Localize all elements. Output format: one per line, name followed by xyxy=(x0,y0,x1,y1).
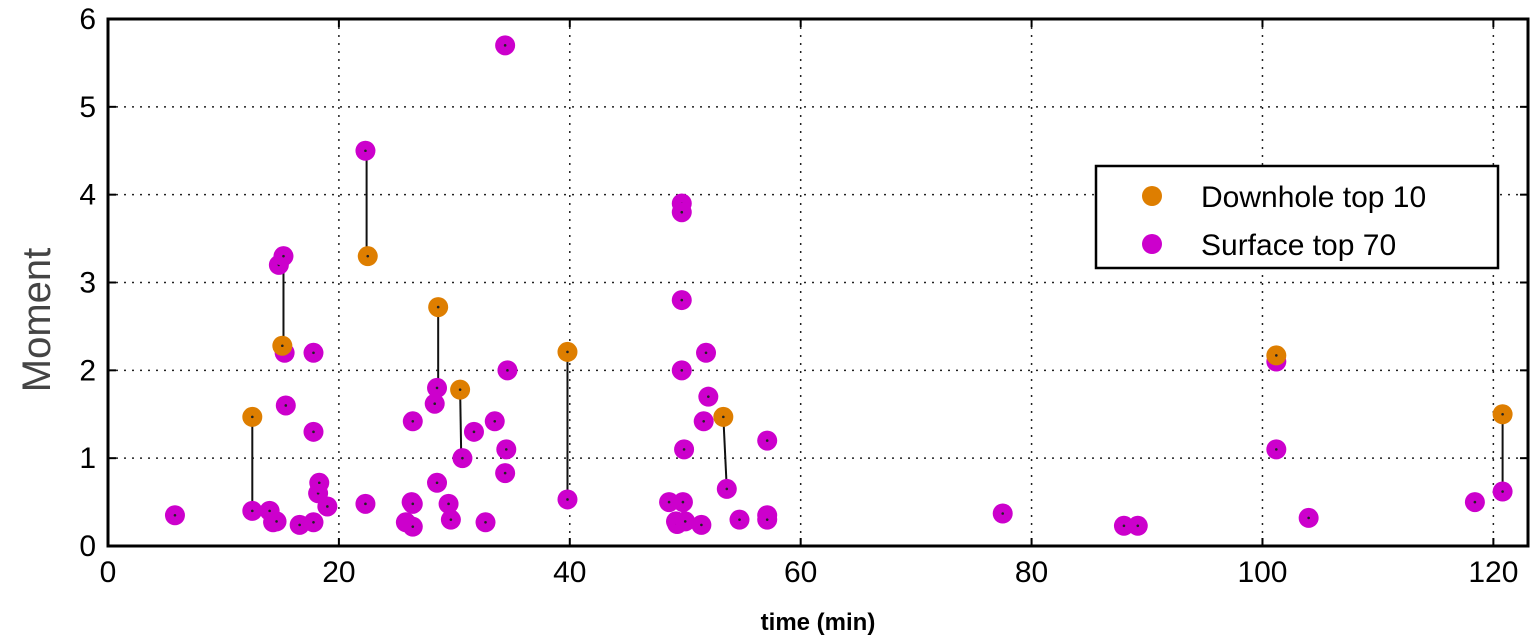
x-tick-label: 100 xyxy=(1237,556,1287,589)
surface-point-center xyxy=(681,500,685,504)
legend-marker xyxy=(1142,186,1162,206)
data-points xyxy=(164,35,1513,537)
surface-point-center xyxy=(682,448,686,451)
surface-point-center xyxy=(765,518,769,521)
downhole-point-center xyxy=(281,344,284,348)
surface-point-center xyxy=(472,430,476,434)
surface-point-center xyxy=(312,430,315,434)
y-axis-label: Moment xyxy=(15,248,59,393)
surface-point-center xyxy=(447,502,450,506)
connector-line xyxy=(459,389,463,459)
y-tick-label: 3 xyxy=(79,267,96,300)
surface-point-center xyxy=(364,502,367,506)
surface-point-center xyxy=(503,44,507,47)
surface-point-center xyxy=(251,509,254,513)
surface-point-center xyxy=(503,471,507,475)
surface-point-center xyxy=(275,520,278,523)
surface-point-center xyxy=(411,502,415,506)
surface-point-center xyxy=(461,456,464,460)
surface-point-center xyxy=(433,402,437,406)
surface-point-center xyxy=(1122,524,1126,528)
surface-point-center xyxy=(506,369,509,372)
legend-label: Surface top 70 xyxy=(1201,229,1396,262)
surface-point-center xyxy=(493,419,497,423)
surface-point-center xyxy=(566,498,569,501)
x-tick-label: 60 xyxy=(784,556,817,589)
surface-point-center xyxy=(449,518,453,521)
x-tick-label: 80 xyxy=(1015,556,1048,589)
surface-point-center xyxy=(680,210,684,214)
axis-ticks: 0 20 40 60 80 100 120 0 1 2 3 4 5 6 xyxy=(79,3,1528,589)
surface-point-center xyxy=(700,523,703,527)
surface-point-center xyxy=(707,395,710,398)
downhole-point-center xyxy=(1501,412,1504,416)
surface-point-center xyxy=(1275,448,1278,451)
downhole-point-center xyxy=(366,254,370,258)
surface-point-center xyxy=(702,419,706,423)
surface-point-center xyxy=(435,481,439,485)
surface-point-center xyxy=(411,525,415,528)
x-tick-label: 20 xyxy=(322,556,355,589)
legend: Downhole top 10 Surface top 70 xyxy=(1094,164,1500,270)
plot-frame xyxy=(106,17,1530,548)
y-tick-label: 4 xyxy=(79,179,96,212)
surface-point-center xyxy=(268,509,271,513)
y-tick-label: 0 xyxy=(79,530,96,563)
legend-box xyxy=(1094,164,1500,270)
y-tick-label: 6 xyxy=(79,3,96,36)
surface-point-center xyxy=(282,254,285,258)
surface-point-center xyxy=(312,351,315,355)
downhole-point-center xyxy=(458,388,462,391)
x-tick-label: 120 xyxy=(1468,556,1518,589)
surface-point-center xyxy=(1473,500,1477,504)
surface-point-center xyxy=(765,439,769,442)
surface-point-center xyxy=(680,298,684,302)
surface-point-center xyxy=(435,386,439,390)
x-tick-label: 40 xyxy=(553,556,586,589)
surface-point-center xyxy=(173,513,177,517)
surface-point-center xyxy=(738,518,741,521)
surface-point-center xyxy=(364,149,367,153)
x-axis-label: time (min) xyxy=(761,609,876,635)
surface-point-center xyxy=(725,487,729,491)
downhole-point-center xyxy=(566,350,569,354)
surface-point-center xyxy=(667,500,671,504)
surface-point-center xyxy=(411,419,415,423)
surface-point-center xyxy=(1307,516,1310,520)
surface-point-center xyxy=(1001,512,1005,515)
y-tick-label: 5 xyxy=(79,91,96,124)
connector-line xyxy=(722,416,728,489)
surface-point-center xyxy=(504,448,508,451)
downhole-point-center xyxy=(722,415,725,419)
surface-point-center xyxy=(1501,490,1504,493)
surface-point-center xyxy=(683,520,687,523)
surface-point-center xyxy=(298,523,301,527)
surface-point-center xyxy=(312,520,315,524)
grid xyxy=(108,18,1528,546)
downhole-point-center xyxy=(1275,354,1278,357)
surface-point-center xyxy=(326,505,329,508)
legend-label: Downhole top 10 xyxy=(1201,181,1426,214)
surface-point-center xyxy=(704,351,708,355)
surface-point-center xyxy=(484,520,487,524)
y-tick-label: 2 xyxy=(79,354,96,387)
surface-point-center xyxy=(317,481,321,485)
y-tick-label: 1 xyxy=(79,442,96,475)
x-tick-label: 0 xyxy=(100,556,117,589)
downhole-point-center xyxy=(436,305,440,309)
surface-point-center xyxy=(284,404,288,407)
surface-point-center xyxy=(1136,524,1140,528)
surface-point-center xyxy=(680,369,684,372)
downhole-point-center xyxy=(251,415,254,419)
legend-marker xyxy=(1142,234,1162,254)
